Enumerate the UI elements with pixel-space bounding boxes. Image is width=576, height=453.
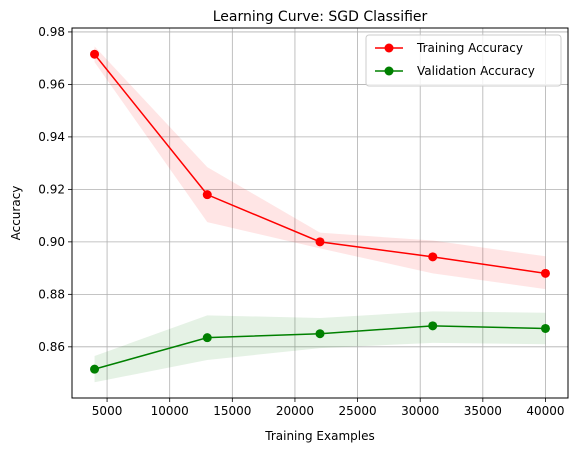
x-tick-label: 25000 xyxy=(338,404,376,418)
y-tick-label: 0.98 xyxy=(38,25,65,39)
series-0-point xyxy=(428,252,438,262)
x-tick-label: 15000 xyxy=(213,404,251,418)
legend-box xyxy=(365,34,562,87)
x-tick-label: 35000 xyxy=(464,404,502,418)
x-axis-label: Training Examples xyxy=(264,429,374,443)
x-tick-label: 30000 xyxy=(401,404,439,418)
y-tick-label: 0.86 xyxy=(38,340,65,354)
plot-frame xyxy=(71,27,569,399)
chart-title: Learning Curve: SGD Classifier xyxy=(213,9,428,25)
y-tick-label: 0.94 xyxy=(38,130,65,144)
x-tick-label: 40000 xyxy=(526,404,564,418)
series-1-point xyxy=(540,323,550,333)
x-tick-label: 20000 xyxy=(276,404,314,418)
legend-validation-marker xyxy=(384,66,394,76)
y-tick-label: 0.90 xyxy=(38,235,65,249)
series-points xyxy=(90,49,550,374)
x-tick-label: 5000 xyxy=(92,404,123,418)
series-1-point xyxy=(90,364,100,374)
y-axis-ticks: 0.86 0.88 0.90 0.92 0.94 0.96 0.98 xyxy=(38,25,72,354)
series-1-point xyxy=(428,321,438,331)
y-tick-label: 0.88 xyxy=(38,287,65,301)
series-1-point xyxy=(202,333,212,343)
y-tick-label: 0.92 xyxy=(38,182,65,196)
y-tick-label: 0.96 xyxy=(38,77,65,91)
x-tick-label: 10000 xyxy=(151,404,189,418)
y-axis-label: Accuracy xyxy=(9,186,23,241)
legend: Training Accuracy Validation Accuracy xyxy=(365,34,562,87)
series-0-point xyxy=(202,190,212,200)
series-1-point xyxy=(315,329,325,339)
legend-training-marker xyxy=(384,43,394,53)
series-0-point xyxy=(540,268,550,278)
legend-validation-label: Validation Accuracy xyxy=(417,64,535,78)
series-0-point xyxy=(315,237,325,247)
series-0-point xyxy=(90,49,100,59)
x-axis-ticks: 5000 10000 15000 20000 25000 30000 35000 40000 xyxy=(92,398,565,418)
legend-training-label: Training Accuracy xyxy=(416,41,523,55)
